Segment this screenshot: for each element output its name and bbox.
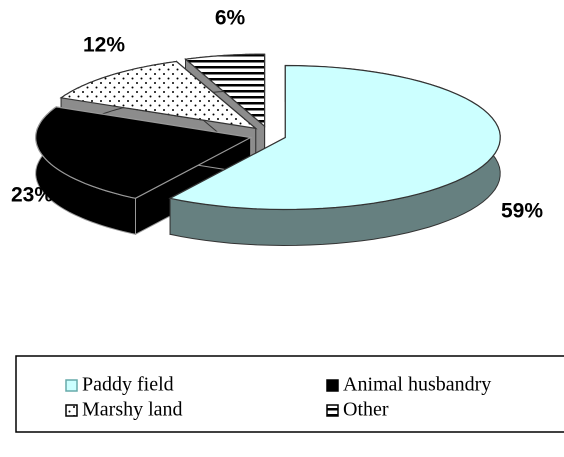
slice [59,60,258,130]
data-label: 12% [83,34,125,57]
legend-swatch [65,404,78,417]
data-label: 59% [501,200,543,223]
pie [35,53,501,247]
legend-swatch [326,379,339,392]
slice [184,53,266,128]
legend-label: Marshy land [82,399,183,421]
legend-label: Paddy field [82,374,174,396]
legend-label: Animal husbandry [343,374,491,396]
legend: Paddy field Animal husbandry Marshy land Ot… [65,374,491,421]
data-label: 6% [215,7,246,30]
legend-label: Other [343,399,389,421]
legend-swatch [326,404,339,417]
slice [168,64,501,211]
slice [35,106,253,199]
data-label: 23% [11,184,53,207]
legend-box [15,355,564,433]
legend-swatch [65,379,78,392]
